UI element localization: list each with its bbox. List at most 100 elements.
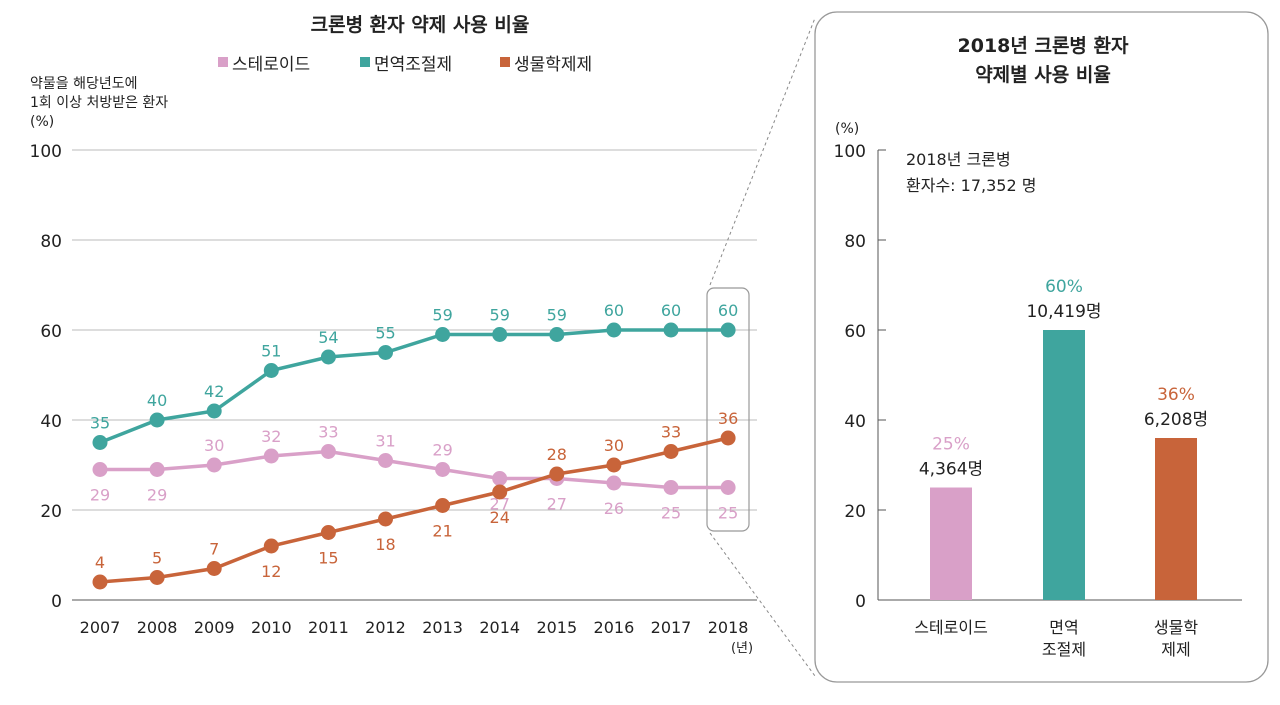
bar — [1043, 330, 1085, 600]
legend-label: 면역조절제 — [374, 55, 452, 75]
data-label: 60 — [604, 301, 624, 320]
data-label: 18 — [375, 535, 395, 554]
data-point — [92, 574, 108, 590]
data-point — [149, 570, 165, 585]
data-point — [492, 327, 508, 342]
highlight-2018-box — [706, 287, 750, 532]
data-label: 4 — [95, 553, 105, 572]
bar-category-label: 생물학 — [1154, 618, 1198, 637]
connector-line — [709, 532, 816, 677]
bar — [930, 487, 972, 600]
bar-category-label: 제제 — [1161, 640, 1190, 659]
y-axis-label: 1회 이상 처방받은 환자 — [30, 95, 168, 111]
x-tick-label: 2017 — [651, 618, 692, 637]
connector-line — [709, 17, 816, 286]
data-point — [435, 462, 451, 477]
bar — [1155, 438, 1197, 600]
bar-y-tick-label: 60 — [844, 322, 866, 342]
data-point — [206, 457, 222, 473]
data-label: 36 — [718, 409, 738, 428]
data-point — [149, 462, 165, 477]
data-label: 31 — [375, 432, 395, 451]
bar-percent-label: 36% — [1157, 385, 1195, 405]
data-label: 15 — [318, 549, 338, 568]
data-point — [606, 475, 622, 491]
data-label: 27 — [490, 495, 510, 514]
x-axis-unit: (년) — [731, 641, 753, 656]
x-tick-label: 2011 — [308, 618, 349, 637]
bar-percent-label: 60% — [1045, 277, 1083, 297]
patient-count-annotation: 환자수: 17,352 명 — [906, 176, 1036, 195]
data-label: 54 — [318, 328, 338, 347]
data-point — [378, 345, 393, 360]
data-label: 55 — [375, 324, 395, 343]
x-tick-label: 2018 — [708, 618, 749, 637]
data-label: 29 — [432, 441, 452, 460]
data-point — [149, 412, 165, 428]
data-point — [663, 322, 679, 338]
data-label: 29 — [147, 486, 167, 505]
data-label: 60 — [718, 301, 738, 320]
x-tick-label: 2012 — [365, 618, 406, 637]
data-point — [263, 363, 279, 378]
data-label: 25 — [661, 504, 681, 523]
data-label: 33 — [318, 423, 338, 442]
data-point — [663, 480, 679, 495]
legend-swatch — [218, 57, 228, 67]
data-label: 21 — [432, 522, 452, 541]
bar-y-tick-label: 100 — [834, 142, 866, 162]
data-point — [606, 322, 622, 338]
data-point — [206, 561, 222, 576]
data-label: 59 — [547, 306, 567, 325]
patient-count-annotation: 2018년 크론병 — [906, 150, 1011, 169]
y-tick-label: 20 — [40, 502, 62, 522]
data-label: 12 — [261, 562, 281, 581]
bar-percent-label: 25% — [932, 435, 970, 455]
data-label: 30 — [604, 436, 624, 455]
data-label: 42 — [204, 382, 224, 401]
zoom-panel — [814, 11, 1269, 683]
data-label: 26 — [604, 499, 624, 518]
data-point — [320, 349, 336, 365]
y-tick-label: 60 — [40, 322, 62, 342]
series-line — [99, 328, 729, 445]
data-point — [663, 444, 679, 459]
x-tick-label: 2009 — [194, 618, 235, 637]
data-point — [320, 525, 336, 540]
bar-y-axis-label: (%) — [835, 121, 859, 137]
data-point — [320, 444, 336, 459]
data-label: 59 — [432, 306, 452, 325]
data-point — [378, 453, 393, 468]
data-label: 32 — [261, 427, 281, 446]
bar-chart-title: 약제별 사용 비율 — [975, 64, 1111, 86]
data-point — [549, 466, 565, 482]
data-point — [263, 448, 279, 464]
data-point — [492, 471, 508, 486]
data-point — [92, 435, 108, 450]
bar-y-tick-label: 80 — [844, 232, 866, 252]
y-tick-label: 40 — [40, 412, 62, 432]
legend-label: 스테로이드 — [232, 55, 310, 75]
bar-category-label: 조절제 — [1042, 640, 1086, 659]
bar-y-tick-label: 0 — [855, 592, 866, 612]
data-label: 35 — [90, 414, 110, 433]
data-point — [606, 457, 622, 473]
data-label: 30 — [204, 436, 224, 455]
bar-y-tick-label: 20 — [844, 502, 866, 522]
x-tick-label: 2007 — [80, 618, 121, 637]
series-line — [99, 436, 729, 584]
data-label: 25 — [718, 504, 738, 523]
data-point — [206, 403, 222, 419]
data-label: 28 — [547, 445, 567, 464]
bar-category-label: 면역 — [1049, 618, 1078, 637]
data-label: 29 — [90, 486, 110, 505]
x-tick-label: 2015 — [536, 618, 577, 637]
data-point — [92, 462, 108, 477]
data-point — [435, 498, 451, 513]
data-label: 27 — [547, 495, 567, 514]
y-tick-label: 100 — [30, 142, 62, 162]
data-point — [720, 322, 736, 338]
bar-category-label: 스테로이드 — [914, 618, 988, 637]
legend-swatch — [500, 57, 510, 67]
